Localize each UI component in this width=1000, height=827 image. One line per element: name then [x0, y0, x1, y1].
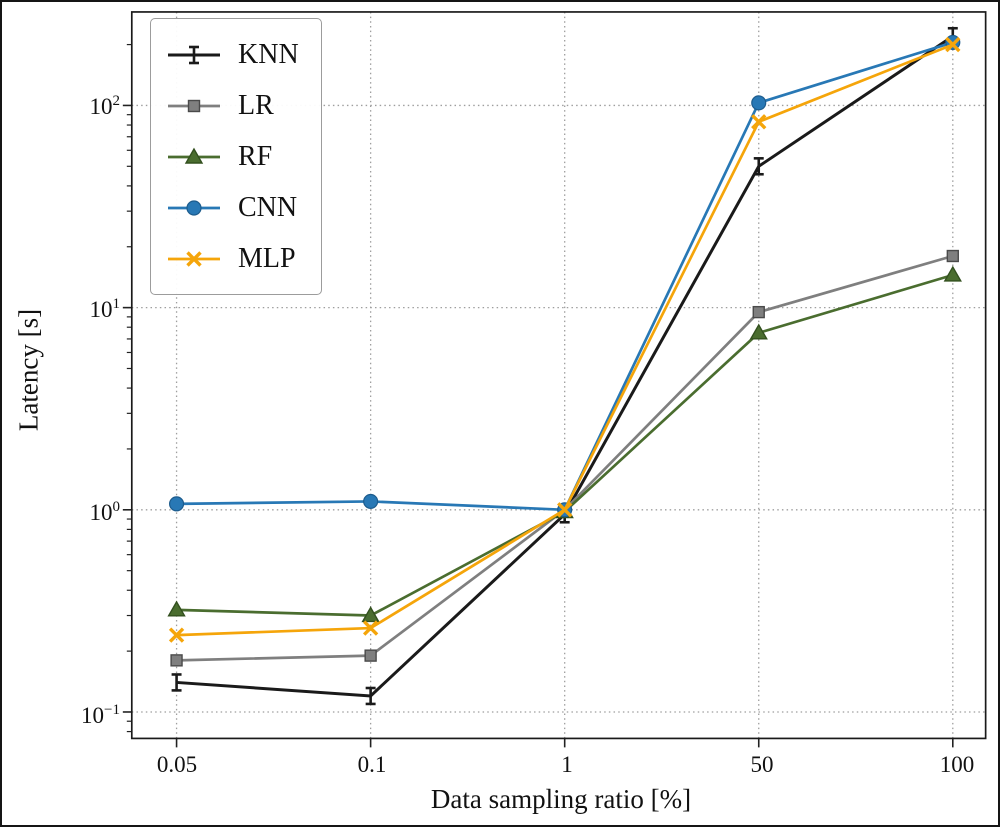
lr-square-marker-icon — [168, 99, 220, 112]
series-lr — [170, 249, 959, 667]
legend-item-cnn: CNN — [165, 182, 299, 233]
legend-label-knn: KNN — [238, 38, 299, 70]
rf-triangle-marker-icon — [168, 147, 220, 164]
legend-label-mlp: MLP — [238, 242, 296, 274]
cnn-circle-marker-icon — [168, 199, 220, 216]
legend-item-knn: KNN — [165, 29, 299, 80]
y-axis-title: Latency [s] — [13, 308, 44, 432]
series-rf — [167, 265, 962, 623]
y-tick-label: 100 — [89, 499, 121, 526]
legend-label-lr: LR — [238, 89, 274, 121]
legend-item-rf: RF — [165, 131, 299, 182]
x-tick-label: 100 — [939, 752, 975, 777]
legend-label-rf: RF — [238, 140, 273, 172]
x-tick-label: 1 — [561, 752, 573, 777]
legend-label-cnn: CNN — [238, 191, 298, 223]
series-mlp — [168, 36, 961, 643]
legend: KNN LR RF CNN MLP — [150, 18, 322, 295]
y-tick-label: 101 — [89, 296, 121, 322]
x-tick-label: 50 — [750, 752, 774, 777]
legend-item-lr: LR — [165, 80, 299, 131]
x-axis-title: Data sampling ratio [%] — [430, 784, 692, 814]
knn-errorbar-marker-icon — [168, 45, 220, 64]
x-tick-label: 0.1 — [357, 752, 387, 777]
y-tick-label: 102 — [89, 93, 121, 119]
x-tick-label: 0.05 — [156, 752, 198, 777]
y-tick-label: 10−1 — [81, 702, 120, 729]
legend-item-mlp: MLP — [165, 233, 299, 284]
plot-border — [130, 11, 987, 740]
mlp-x-marker-icon — [168, 250, 220, 267]
